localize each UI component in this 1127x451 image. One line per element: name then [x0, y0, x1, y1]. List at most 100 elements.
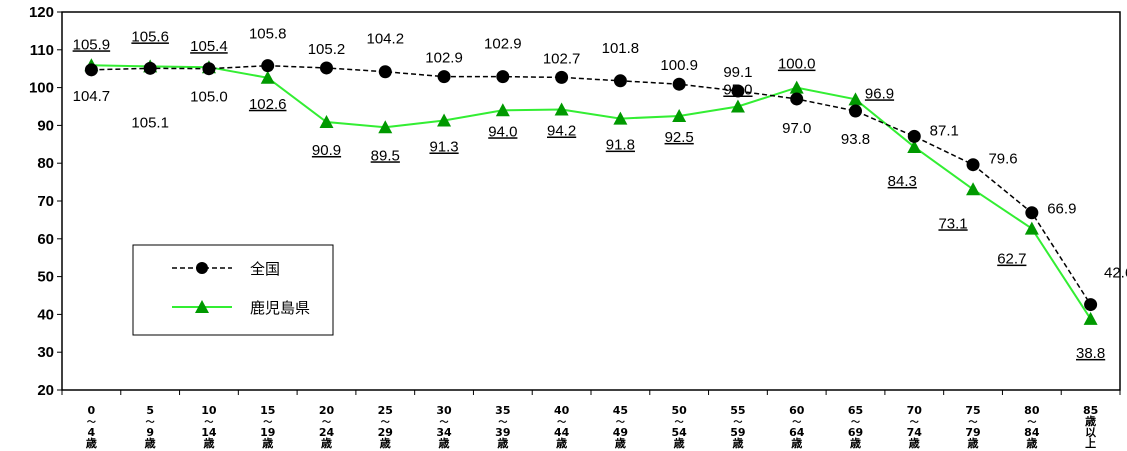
point-national [967, 158, 980, 171]
x-tick-label: 50 ～ 54 歳 [672, 404, 688, 450]
x-tick-label: 75 ～ 79 歳 [965, 404, 980, 450]
y-tick-label: 70 [37, 193, 54, 210]
x-tick-label-part: 歳 [615, 436, 626, 450]
x-tick-label: 20 ～ 24 歳 [319, 404, 335, 450]
y-tick-label: 20 [37, 382, 54, 399]
x-tick-label-part: 歳 [86, 436, 97, 450]
x-tick-label-part: 65 [848, 404, 863, 417]
data-label-national: 97.0 [782, 120, 811, 137]
data-label-kagoshima: 96.9 [865, 85, 894, 102]
x-tick-label-part: 歳 [791, 436, 802, 450]
point-national [790, 92, 803, 105]
x-tick-label-part: 歳 [850, 436, 861, 450]
x-tick-label: 40 ～ 44 歳 [554, 404, 570, 450]
x-tick-label-part: 35 [495, 404, 510, 417]
x-tick-label-part: 歳 [497, 436, 508, 450]
y-tick-label: 110 [30, 42, 54, 59]
data-label-kagoshima: 38.8 [1076, 345, 1105, 362]
x-tick-label-part: 50 [672, 404, 688, 417]
data-label-national: 104.7 [73, 88, 111, 105]
x-tick-label-part: 15 [260, 404, 275, 417]
x-tick-label: 30 ～ 34 歳 [436, 404, 452, 450]
x-tick-label-part: 歳 [145, 436, 156, 450]
y-axis: 20 30 40 50 60 70 80 90 100 110 120 [29, 4, 62, 399]
x-tick-label-part: 歳 [262, 436, 273, 450]
data-label-kagoshima: 92.5 [665, 129, 694, 146]
x-tick-label-part: 上 [1085, 436, 1096, 450]
x-tick-label-part: 0 [88, 404, 96, 417]
data-label-kagoshima: 91.8 [606, 137, 635, 154]
x-tick-label-part: 歳 [1026, 436, 1037, 450]
data-label-kagoshima: 102.6 [249, 96, 287, 113]
data-label-national: 105.1 [131, 114, 169, 131]
x-tick-label-part: 80 [1024, 404, 1040, 417]
x-tick-label-part: 60 [789, 404, 805, 417]
x-tick-label: 15 ～ 19 歳 [260, 404, 275, 450]
legend: 全国 鹿児島県 [133, 245, 333, 335]
data-label-kagoshima: 73.1 [938, 215, 967, 232]
data-label-kagoshima: 90.9 [312, 142, 341, 159]
x-tick-label: 55 ～ 59 歳 [730, 404, 745, 450]
data-label-national: 42.6 [1104, 265, 1127, 282]
x-tick-label-part: 40 [554, 404, 570, 417]
x-tick-label-part: 5 [146, 404, 154, 417]
data-label-national: 104.2 [367, 31, 405, 48]
y-tick-label: 50 [37, 269, 54, 286]
data-label-national: 66.9 [1047, 201, 1076, 218]
x-tick-label: 70 ～ 74 歳 [907, 404, 923, 450]
x-axis: 0 ～ 4 歳5 ～ 9 歳10 ～ 14 歳15 ～ 19 歳20 ～ 24 歳25 ～ 29 歳30 ～ 34 歳35… [62, 390, 1120, 450]
point-national [908, 130, 921, 143]
data-label-national: 105.0 [190, 89, 228, 106]
data-label-kagoshima: 94.0 [488, 123, 517, 140]
x-tick-label-part: 20 [319, 404, 335, 417]
legend-label-national: 全国 [250, 260, 280, 278]
point-national [379, 65, 392, 78]
x-tick-label: 35 ～ 39 歳 [495, 404, 510, 450]
point-national [85, 63, 98, 76]
x-tick-label: 60 ～ 64 歳 [789, 404, 805, 450]
y-tick-label: 100 [29, 80, 54, 97]
data-label-national: 99.1 [723, 64, 752, 81]
x-tick-label: 25 ～ 29 歳 [378, 404, 393, 450]
x-tick-label-part: 70 [907, 404, 923, 417]
x-tick-label-part: 45 [613, 404, 628, 417]
data-label-kagoshima: 89.5 [371, 147, 400, 164]
data-label-national: 102.9 [425, 50, 463, 67]
data-label-kagoshima: 62.7 [997, 251, 1026, 268]
x-tick-label: 45 ～ 49 歳 [613, 404, 628, 450]
x-tick-label-part: 10 [201, 404, 217, 417]
x-tick-label: 80 ～ 84 歳 [1024, 404, 1040, 450]
point-national [320, 61, 333, 74]
point-national [849, 105, 862, 118]
y-tick-label: 30 [37, 344, 54, 361]
x-tick-label-part: 歳 [968, 436, 979, 450]
data-label-national: 93.8 [841, 131, 870, 148]
x-tick-label-part: 75 [965, 404, 980, 417]
data-label-national: 105.2 [308, 41, 346, 58]
legend-box [133, 245, 333, 335]
data-label-national: 101.8 [602, 40, 640, 57]
x-tick-label: 85 歳以上 [1083, 404, 1098, 450]
y-tick-label: 90 [37, 117, 54, 134]
data-label-national: 79.6 [988, 151, 1017, 168]
x-tick-label-part: 歳 [380, 436, 391, 450]
y-tick-label: 40 [37, 306, 54, 323]
point-national [673, 78, 686, 91]
x-tick-label: 5 ～ 9 歳 [145, 404, 156, 450]
x-tick-label: 10 ～ 14 歳 [201, 404, 217, 450]
point-national [202, 62, 215, 75]
point-national [614, 74, 627, 87]
y-tick-label: 80 [37, 155, 54, 172]
x-tick-label-part: 歳 [732, 436, 743, 450]
x-tick-label-part: 歳 [321, 436, 332, 450]
data-label-kagoshima: 100.0 [778, 56, 816, 73]
data-label-national: 102.9 [484, 36, 522, 53]
point-national [261, 59, 274, 72]
data-label-kagoshima: 94.2 [547, 123, 576, 140]
data-label-national: 102.7 [543, 50, 581, 67]
data-label-national: 105.8 [249, 26, 287, 43]
data-label-national: 87.1 [930, 122, 959, 139]
point-national [438, 70, 451, 83]
point-national [496, 70, 509, 83]
